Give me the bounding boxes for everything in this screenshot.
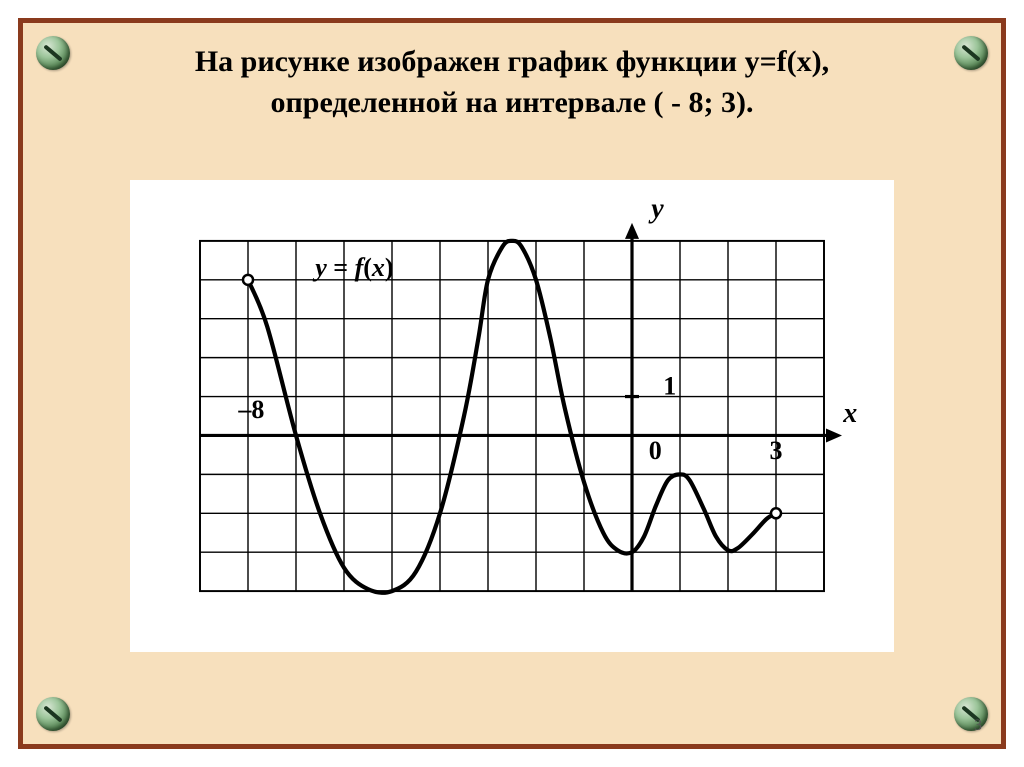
page-number: 3 [974, 717, 982, 735]
rivet-icon [954, 697, 988, 731]
chart-panel: y = f(x) y x 0 1 –8 3 [130, 180, 894, 652]
svg-text:–8: –8 [237, 395, 264, 424]
svg-text:0: 0 [649, 436, 662, 465]
rivet-icon [36, 697, 70, 731]
svg-text:y = f(x): y = f(x) [312, 253, 393, 282]
svg-text:1: 1 [663, 372, 676, 401]
title-line-1: На рисунке изображен график функции y=f(… [195, 45, 829, 78]
slide: На рисунке изображен график функции y=f(… [0, 0, 1024, 767]
title-line-2: определенной на интервале ( - 8; 3). [270, 86, 753, 119]
function-graph: y = f(x) y x 0 1 –8 3 [130, 180, 894, 652]
svg-text:x: x [842, 398, 857, 429]
svg-text:y: y [648, 194, 664, 225]
rivet-icon [954, 36, 988, 70]
svg-text:3: 3 [770, 436, 783, 465]
rivet-icon [36, 36, 70, 70]
slide-title: На рисунке изображен график функции y=f(… [90, 42, 934, 123]
